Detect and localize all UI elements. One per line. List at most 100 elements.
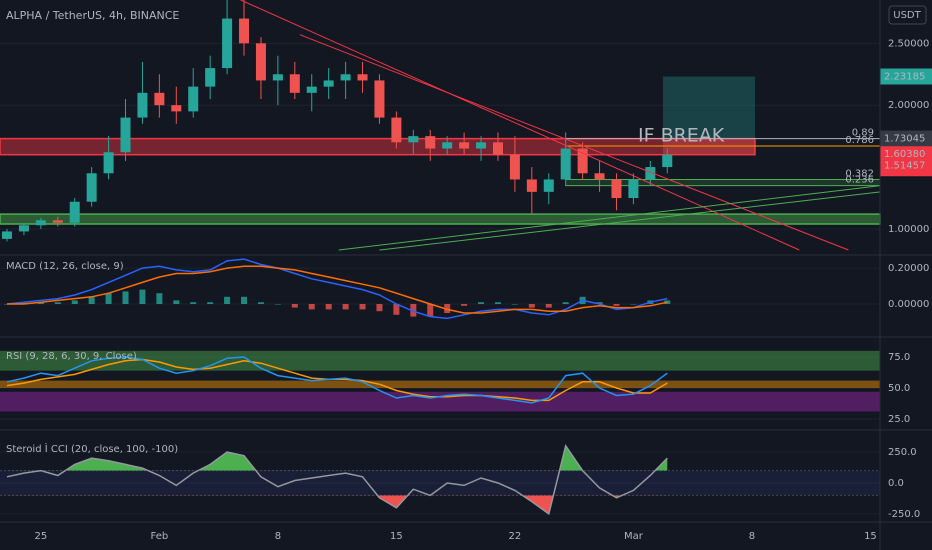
y-tick-label: 25.0: [888, 414, 910, 425]
x-tick-label: 15: [390, 531, 403, 542]
histogram-bar: [511, 304, 518, 305]
candle-body: [425, 136, 436, 149]
candle-body: [35, 220, 46, 226]
histogram-bar: [241, 296, 248, 305]
candle-body: [289, 74, 300, 93]
fib-label: 0.382: [845, 168, 874, 179]
rsi-band: [0, 380, 880, 389]
candle-body: [645, 167, 656, 180]
candle-body: [509, 154, 520, 180]
fib-label: 0.786: [845, 135, 874, 146]
pane-title: RSI (9, 28, 6, 30, 9, Close): [6, 351, 137, 362]
trend-line: [338, 185, 881, 251]
histogram-bar: [88, 296, 95, 305]
candle-body: [611, 179, 622, 199]
x-tick-label: 15: [864, 531, 877, 542]
price-tag: [880, 130, 932, 147]
currency-button[interactable]: [888, 5, 927, 25]
histogram-bar: [545, 304, 552, 308]
y-tick-label: -250.0: [888, 509, 920, 520]
histogram-bar: [71, 300, 78, 305]
histogram-bar: [478, 302, 485, 305]
y-tick-label: 0.00000: [888, 299, 929, 310]
candle-body: [171, 105, 182, 112]
histogram-bar: [444, 304, 451, 313]
currency-label[interactable]: USDT: [893, 10, 921, 21]
price-tag: [880, 157, 932, 174]
candle-body: [86, 173, 97, 202]
candle-body: [459, 142, 470, 149]
candle-body: [154, 92, 165, 106]
y-tick-label: 0.20000: [888, 263, 929, 274]
candle-body: [188, 86, 199, 112]
price-tag-label: 1.51457: [884, 160, 925, 171]
x-tick-label: Mar: [624, 531, 644, 542]
histogram-bar: [274, 304, 281, 305]
histogram-bar: [359, 304, 366, 310]
candle-body: [357, 74, 368, 81]
zone: [0, 213, 881, 225]
histogram-bar: [528, 304, 535, 308]
histogram-bar: [376, 304, 383, 312]
y-tick-label: 1.00000: [888, 224, 929, 235]
candle-body: [391, 117, 402, 143]
candle-body: [239, 18, 250, 44]
histogram-bar: [325, 304, 332, 310]
histogram-bar: [562, 302, 569, 305]
y-tick-label: 2.50000: [888, 38, 929, 49]
histogram-bar: [410, 304, 417, 317]
candle-body: [476, 142, 487, 149]
histogram-bar: [427, 304, 434, 317]
histogram-bar: [494, 302, 501, 305]
histogram-bar: [139, 289, 146, 305]
y-tick-label: 250.0: [888, 447, 917, 458]
candle-body: [662, 154, 673, 168]
price-tag-label: 1.60380: [884, 149, 925, 160]
candle-body: [306, 86, 317, 93]
price-tag-label: 2.23185: [884, 72, 925, 83]
histogram-bar: [257, 302, 264, 305]
histogram-bar: [156, 293, 163, 305]
candle-body: [18, 225, 29, 232]
candle-body: [120, 117, 131, 153]
candle-body: [205, 68, 216, 87]
candle-body: [103, 152, 114, 174]
histogram-bar: [342, 304, 349, 310]
fib-box: [565, 179, 880, 186]
histogram-bar: [207, 302, 214, 305]
candle-body: [69, 201, 80, 223]
x-tick-label: Feb: [151, 531, 169, 542]
candle-body: [594, 173, 605, 180]
histogram-bar: [190, 302, 197, 305]
pane-title: Steroid Ì CCI (20, close, 100, -100): [6, 442, 178, 455]
histogram-bar: [54, 302, 61, 305]
x-tick-label: 25: [34, 531, 47, 542]
trend-line: [240, 0, 800, 251]
cci-band: [0, 470, 880, 496]
candle-body: [323, 80, 334, 87]
candle-body: [2, 231, 12, 239]
histogram-bar: [37, 302, 44, 305]
candle-body: [255, 43, 266, 81]
x-tick-label: 8: [275, 531, 281, 542]
candle-body: [560, 148, 571, 180]
y-tick-label: 2.00000: [888, 100, 929, 111]
histogram-bar: [461, 304, 468, 306]
candle-body: [272, 74, 283, 81]
candle-body: [340, 74, 351, 81]
fib-label: 0.236: [845, 175, 874, 186]
candle-body: [442, 142, 453, 149]
y-tick-label: 0.0: [888, 478, 904, 489]
y-tick-label: 50.0: [888, 383, 910, 394]
price-tag: [880, 68, 932, 85]
fib-label: 0.89: [852, 128, 874, 139]
histogram-bar: [630, 304, 637, 305]
y-tick-label: 75.0: [888, 352, 910, 363]
histogram-bar: [20, 302, 27, 305]
pane-title: MACD (12, 26, close, 9): [6, 261, 124, 272]
histogram-bar: [105, 293, 112, 305]
candle-body: [492, 142, 503, 155]
candle-body: [628, 179, 639, 199]
